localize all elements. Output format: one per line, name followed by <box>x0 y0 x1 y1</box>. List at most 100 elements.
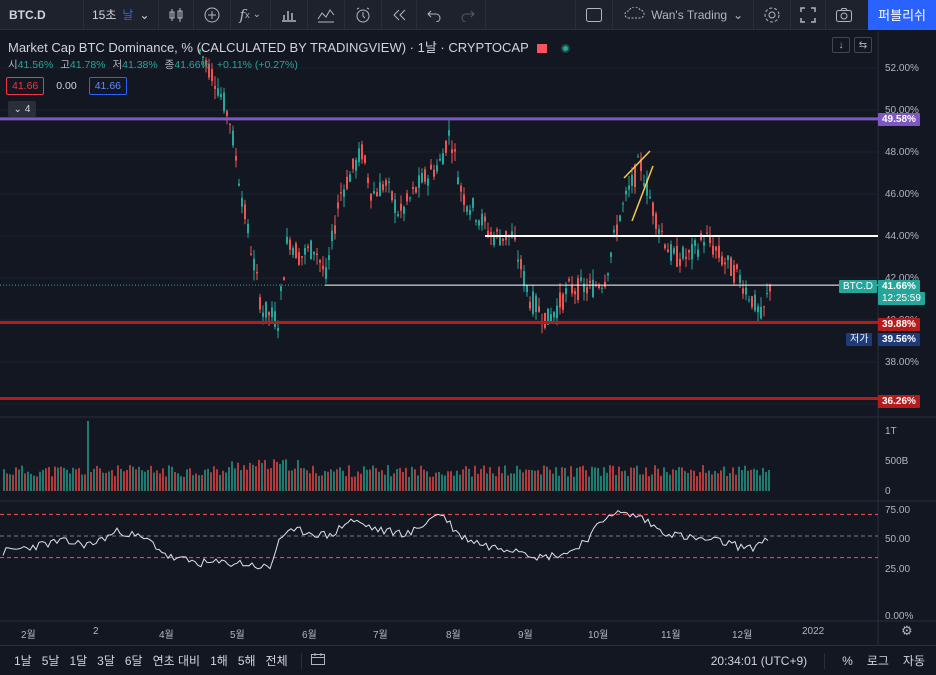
price-tick: 42.00% <box>885 273 919 284</box>
maximize-pane-icon[interactable]: ⇆ <box>854 37 872 53</box>
volume-bar <box>672 469 674 491</box>
candle-body <box>406 193 408 202</box>
volume-bar <box>741 469 743 491</box>
volume-bar <box>453 475 455 491</box>
candle-body <box>634 164 636 188</box>
gear-icon[interactable]: ⚙ <box>901 623 913 638</box>
candle-body <box>340 192 342 194</box>
range-1y[interactable]: 1해 <box>210 654 228 668</box>
volume-bar <box>690 469 692 491</box>
strategy-icon[interactable] <box>308 0 345 30</box>
replay-icon[interactable] <box>382 0 417 30</box>
candle-body <box>610 252 612 257</box>
scroll-down-icon[interactable]: ↓ <box>832 37 850 53</box>
clock-timezone[interactable]: 20:34:01 (UTC+9) <box>710 653 808 668</box>
candle-body <box>364 155 366 164</box>
candle-body <box>598 285 600 288</box>
candle-body <box>352 158 354 169</box>
volume-bar <box>345 476 347 491</box>
candle-body <box>712 245 714 255</box>
log-scale-toggle[interactable]: 로그 <box>866 654 889 668</box>
volume-bar <box>651 474 653 491</box>
candle-body <box>625 190 627 195</box>
templates-icon[interactable] <box>271 0 308 30</box>
candle-body <box>292 248 294 255</box>
candle-body <box>565 288 567 295</box>
settings-icon[interactable] <box>754 0 792 30</box>
chart-canvas[interactable] <box>0 31 936 645</box>
volume-bar <box>198 475 200 491</box>
auto-scale-toggle[interactable]: 자동 <box>902 654 925 668</box>
time-tick: 7월 <box>373 630 388 641</box>
candle-body <box>259 297 261 310</box>
symbol-search[interactable]: BTC.D <box>0 0 84 30</box>
volume-bar <box>633 467 635 491</box>
volume-bar <box>45 468 47 491</box>
candle-body <box>487 230 489 236</box>
volume-bar <box>159 473 161 491</box>
range-6m[interactable]: 6달 <box>124 654 143 668</box>
date-range-icon[interactable] <box>310 652 326 669</box>
candle-body <box>226 111 228 117</box>
volume-bar <box>603 467 605 491</box>
candle-body <box>640 159 642 172</box>
candle-body <box>724 262 726 265</box>
volume-bar <box>525 469 527 491</box>
volume-bar <box>282 460 284 491</box>
candle-body <box>715 246 717 251</box>
candle-body <box>319 260 321 263</box>
volume-bar <box>639 474 641 491</box>
volume-bar <box>72 467 74 491</box>
range-ytd[interactable]: 연초 대비 <box>152 654 201 668</box>
volume-bar <box>78 468 80 491</box>
candles-icon[interactable] <box>159 0 194 30</box>
range-1m[interactable]: 1달 <box>69 654 88 668</box>
candle-body <box>403 206 405 214</box>
buy-button[interactable]: 41.66 <box>88 77 127 95</box>
fullscreen-icon[interactable] <box>791 0 827 30</box>
candle-body <box>421 172 423 183</box>
volume-bar <box>213 466 215 491</box>
percent-scale-toggle[interactable]: % <box>842 653 853 668</box>
volume-bar <box>9 474 11 491</box>
alerts-icon[interactable] <box>345 0 382 30</box>
candle-body <box>475 220 477 223</box>
redo-icon[interactable] <box>451 0 486 30</box>
range-5d[interactable]: 5날 <box>41 654 60 668</box>
layout-icon[interactable] <box>575 0 612 30</box>
volume-bar <box>510 473 512 491</box>
candle-body <box>616 224 618 236</box>
add-compare-icon[interactable] <box>194 0 231 30</box>
volume-bar <box>579 466 581 491</box>
indicators-collapse-button[interactable]: ⌄ 4 <box>8 101 36 117</box>
volume-bar <box>69 473 71 491</box>
candle-body <box>361 144 363 160</box>
sell-button[interactable]: 41.66 <box>6 77 45 95</box>
range-1d[interactable]: 1날 <box>14 654 32 668</box>
trend-line <box>631 165 654 222</box>
candle-body <box>484 216 486 222</box>
time-tick: 6월 <box>302 630 317 641</box>
volume-bar <box>237 462 239 491</box>
candle-body <box>526 285 528 293</box>
flag-icon[interactable] <box>537 44 548 54</box>
layout-selector[interactable]: Wan's Trading ⌄ <box>612 0 755 30</box>
volume-bar <box>105 472 107 491</box>
interval-selector[interactable]: 15초 날 ⌄ <box>84 0 159 30</box>
publish-button[interactable]: 퍼블리쉬 <box>868 0 936 30</box>
candle-body <box>502 238 504 241</box>
range-5y[interactable]: 5해 <box>237 654 256 668</box>
volume-bar <box>669 474 671 491</box>
interval-label: 15초 <box>92 8 117 22</box>
range-3m[interactable]: 3달 <box>97 654 115 668</box>
snapshot-icon[interactable] <box>826 0 862 30</box>
candle-body <box>676 246 678 267</box>
undo-icon[interactable] <box>417 0 451 30</box>
candle-body <box>286 236 288 244</box>
candle-body <box>235 155 237 161</box>
candle-body <box>478 220 480 226</box>
range-all[interactable]: 전체 <box>265 654 288 668</box>
chart-pane[interactable]: Market Cap BTC Dominance, % (CALCULATED … <box>0 31 936 645</box>
volume-bar <box>699 472 701 491</box>
